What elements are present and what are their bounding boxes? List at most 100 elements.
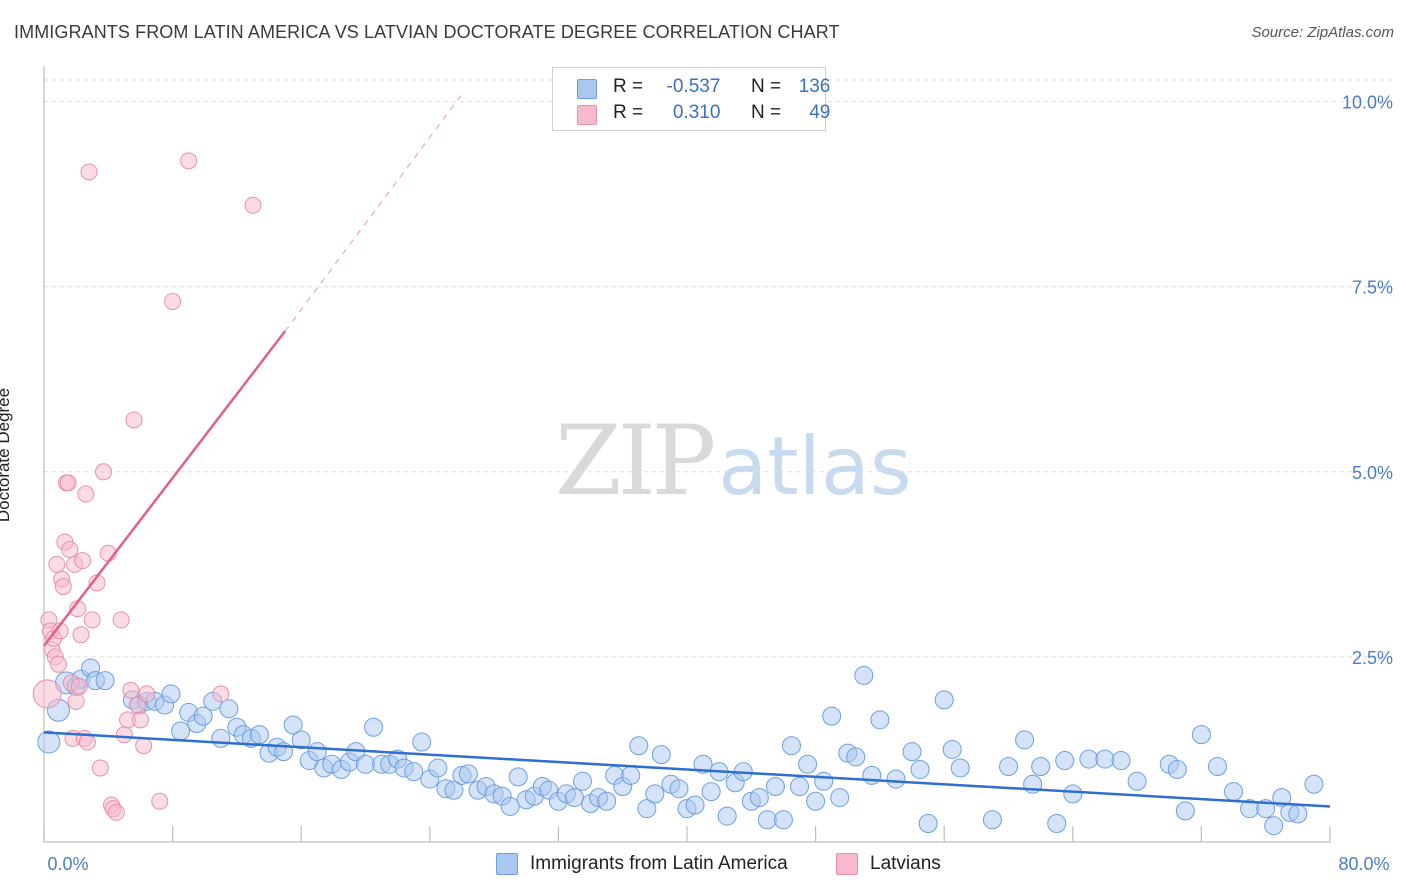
point-immigrants — [902, 742, 922, 762]
point-latvians — [67, 692, 85, 710]
point-latvians — [125, 411, 143, 429]
point-immigrants — [830, 788, 850, 808]
point-immigrants — [846, 747, 866, 767]
point-immigrants — [573, 771, 593, 791]
point-immigrants — [1167, 759, 1187, 779]
point-immigrants — [291, 730, 311, 750]
point-latvians — [80, 163, 98, 181]
legend-n-label: N = — [750, 76, 782, 97]
legend-r-label: R = — [613, 102, 644, 123]
point-immigrants — [918, 813, 938, 833]
correlation-legend: R = -0.537 N = 136 R = 0.310 N = 49 — [552, 67, 830, 131]
source-label: Source: ZipAtlas.com — [1251, 24, 1394, 41]
point-immigrants — [211, 728, 231, 748]
point-immigrants — [161, 684, 181, 704]
point-immigrants — [1015, 730, 1035, 750]
point-latvians — [70, 678, 88, 696]
point-immigrants — [854, 665, 874, 685]
point-immigrants — [307, 742, 327, 762]
legend-r-label: R = — [613, 76, 644, 97]
point-immigrants — [765, 776, 785, 796]
point-latvians — [54, 578, 72, 596]
point-immigrants — [1095, 749, 1115, 769]
point-latvians — [77, 485, 95, 503]
point-immigrants — [283, 715, 303, 735]
point-latvians — [59, 474, 77, 492]
trend-line-immigrants — [43, 731, 1331, 808]
point-immigrants — [685, 795, 705, 815]
grid-lines — [44, 79, 1392, 658]
point-immigrants — [458, 764, 478, 784]
point-immigrants — [950, 758, 970, 778]
point-immigrants — [910, 759, 930, 779]
point-latvians — [115, 726, 133, 744]
point-latvians — [91, 759, 109, 777]
point-immigrants — [886, 769, 906, 789]
point-immigrants — [171, 721, 191, 741]
point-latvians — [72, 626, 90, 644]
point-immigrants — [870, 710, 890, 730]
point-immigrants — [508, 767, 528, 787]
point-immigrants — [942, 739, 962, 759]
point-immigrants — [1224, 782, 1244, 802]
trend-extension-latvians — [284, 93, 463, 332]
point-immigrants — [1031, 756, 1051, 776]
x-tick-label-max: 80.0% — [1338, 854, 1389, 874]
point-immigrants — [219, 699, 239, 719]
bottom-legend-swatch-blue — [496, 853, 518, 875]
point-latvians — [107, 803, 125, 821]
point-immigrants — [982, 810, 1002, 830]
y-tick-label: 2.5% — [1352, 648, 1393, 668]
point-immigrants — [814, 771, 834, 791]
series-latvians-points — [32, 152, 262, 821]
point-immigrants — [781, 736, 801, 756]
point-immigrants — [356, 754, 375, 774]
watermark-atlas: atlas — [718, 420, 912, 513]
point-latvians — [135, 737, 153, 755]
watermark-zip: ZIP — [555, 405, 716, 517]
point-immigrants — [444, 780, 464, 800]
point-immigrants — [1063, 784, 1083, 804]
bottom-legend-swatch-pink — [836, 853, 858, 875]
y-tick-label: 5.0% — [1352, 463, 1393, 483]
point-immigrants — [249, 725, 269, 745]
chart-title: IMMIGRANTS FROM LATIN AMERICA VS LATVIAN… — [14, 22, 840, 42]
point-immigrants — [37, 730, 61, 754]
point-immigrants — [193, 706, 213, 726]
y-tick-label: 7.5% — [1352, 278, 1393, 298]
axes — [43, 66, 1331, 843]
point-immigrants — [1304, 774, 1324, 794]
point-immigrants — [1127, 771, 1147, 791]
point-latvians — [94, 463, 112, 481]
trend-lines — [43, 93, 1331, 808]
legend-n-value-blue: 136 — [798, 76, 831, 97]
point-immigrants — [1288, 804, 1308, 824]
point-immigrants — [1047, 813, 1067, 833]
trend-line-latvians — [43, 330, 287, 647]
point-immigrants — [1264, 816, 1284, 836]
y-tick-label: 10.0% — [1342, 93, 1393, 113]
x-tick-label-min: 0.0% — [47, 854, 88, 874]
point-latvians — [131, 711, 149, 729]
point-latvians — [122, 681, 140, 699]
point-immigrants — [822, 706, 842, 726]
point-latvians — [61, 541, 79, 559]
point-immigrants — [428, 758, 448, 778]
point-immigrants — [717, 806, 737, 826]
legend-r-value-pink: 0.310 — [672, 102, 721, 123]
legend-swatch-pink — [577, 105, 597, 125]
legend-n-label: N = — [750, 102, 782, 123]
point-immigrants — [934, 690, 954, 710]
point-latvians — [49, 655, 67, 673]
point-immigrants — [1207, 756, 1227, 776]
point-latvians — [138, 685, 156, 703]
point-immigrants — [637, 799, 657, 819]
point-immigrants — [564, 788, 584, 808]
point-immigrants — [693, 754, 713, 774]
tick-labels: 2.5% 5.0% 7.5% 10.0% 0.0% 80.0% — [47, 93, 1393, 874]
point-latvians — [74, 552, 92, 570]
point-immigrants — [95, 671, 115, 691]
point-immigrants — [651, 745, 671, 765]
point-latvians — [48, 555, 66, 573]
